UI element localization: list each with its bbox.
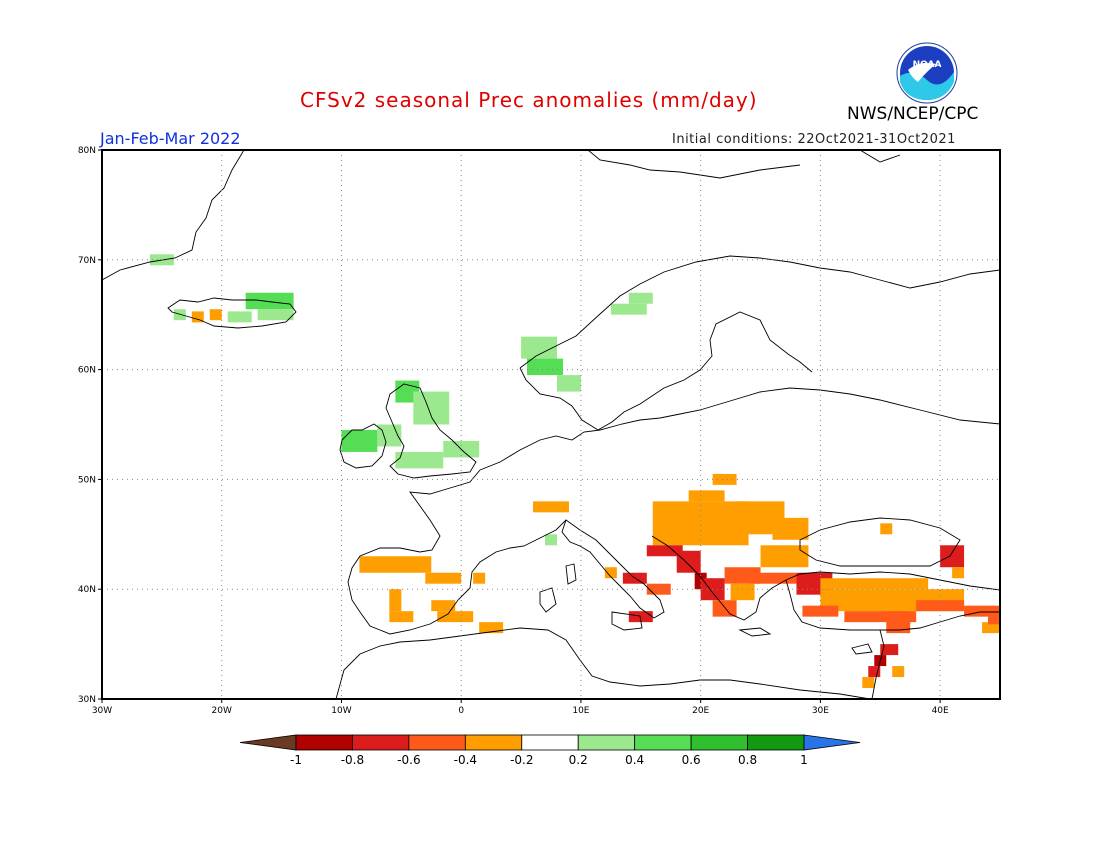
- lon-tick-label: 20W: [212, 706, 232, 716]
- anomaly-cell-dry1: [892, 666, 905, 678]
- colorbar-label: -1: [290, 753, 302, 767]
- logo-text: NOAA: [913, 60, 942, 70]
- agency-label: NWS/NCEP/CPC: [847, 104, 979, 124]
- anomaly-cell-dry3: [880, 644, 899, 656]
- anomaly-cell-dry1: [473, 572, 486, 584]
- anomaly-cell-dry1: [437, 611, 474, 623]
- colorbar-low-arrow: [239, 734, 297, 751]
- lat-tick-label: 80N: [78, 146, 96, 156]
- anomaly-cell-wet1: [257, 309, 294, 321]
- anomaly-cell-dry1: [952, 567, 965, 579]
- anomaly-cell-wet1: [556, 375, 581, 392]
- map-title: CFSv2 seasonal Prec anomalies (mm/day): [300, 88, 758, 112]
- anomaly-cell-wet1: [227, 311, 252, 323]
- lon-tick-label: 30W: [92, 706, 112, 716]
- map-frame: [101, 149, 1001, 700]
- anomaly-cell-dry1: [730, 583, 755, 601]
- anomaly-cell-dry1: [820, 578, 929, 590]
- colorbar-segment: [577, 734, 636, 751]
- lon-tick-label: 30E: [812, 706, 829, 716]
- anomaly-cell-dry1: [389, 589, 402, 612]
- colorbar-segment: [408, 734, 466, 751]
- anomaly-cell-dry2: [802, 605, 839, 617]
- lat-tick-label: 60N: [78, 366, 96, 376]
- anomaly-cell-wet2: [341, 429, 378, 452]
- colorbar-segment: [352, 734, 410, 751]
- colorbar-label: -0.2: [510, 753, 533, 767]
- anomaly-cell-dry1: [712, 473, 737, 485]
- lat-tick-label: 30N: [78, 695, 96, 705]
- anomaly-cell-dry2: [844, 611, 917, 623]
- anomaly-cell-dry2: [646, 583, 671, 595]
- anomaly-cell-dry3: [868, 666, 881, 678]
- anomaly-cell-dry3: [628, 611, 653, 623]
- anomaly-cell-dry1: [760, 545, 809, 568]
- anomaly-cell-dry3: [676, 550, 701, 573]
- axis-ticks: 30W 20W 10W 0 10E 20E 30E 40E 30N 40N 50N 60N 70N 80N: [78, 146, 949, 716]
- anomaly-cell-dry3: [940, 545, 965, 568]
- lon-tick-label: 20E: [692, 706, 709, 716]
- anomaly-cell-wet1: [610, 303, 647, 315]
- anomaly-cell-wet1: [628, 292, 653, 304]
- anomaly-cell-dry1: [389, 611, 414, 623]
- anomaly-cell-wet2: [527, 358, 563, 376]
- anomaly-cell-dry1: [431, 600, 456, 612]
- lat-tick-label: 40N: [78, 585, 96, 595]
- noaa-logo-icon: NOAA: [896, 42, 958, 104]
- anomaly-cells: [149, 254, 1000, 689]
- anomaly-cell-dry1: [209, 309, 222, 321]
- coastlines: [102, 150, 1000, 699]
- anomaly-cell-wet1: [413, 391, 450, 425]
- anomaly-cell-dry1: [772, 517, 809, 540]
- lat-tick-label: 70N: [78, 256, 96, 266]
- anomaly-cell-wet1: [395, 451, 444, 469]
- colorbar-label: -0.6: [397, 753, 420, 767]
- colorbar-high-arrow: [803, 734, 861, 751]
- anomaly-cell-wet1: [545, 534, 557, 546]
- colorbar-label: 0.6: [682, 753, 701, 767]
- colorbar-segment: [690, 734, 748, 751]
- anomaly-cell-dry2: [712, 600, 737, 617]
- colorbar-label: 1: [800, 753, 808, 767]
- colorbar-label: -0.8: [341, 753, 364, 767]
- colorbar-label: 0.4: [625, 753, 644, 767]
- anomaly-cell-wet1: [521, 336, 557, 359]
- colorbar: -1 -0.8 -0.6 -0.4 -0.2 0.2 0.4 0.6 0.8 1: [239, 734, 861, 767]
- forecast-period: Jan-Feb-Mar 2022: [100, 129, 241, 148]
- anomaly-cell-dry1: [880, 523, 893, 535]
- colorbar-label: 0.8: [738, 753, 757, 767]
- colorbar-label: 0.2: [569, 753, 588, 767]
- anomaly-cell-dry1: [425, 572, 462, 584]
- lon-tick-label: 10W: [331, 706, 351, 716]
- colorbar-segment: [634, 734, 692, 751]
- colorbar-segment: [747, 734, 805, 751]
- initial-conditions: Initial conditions: 22Oct2021-31Oct2021: [672, 132, 956, 147]
- anomaly-cell-dry1: [982, 622, 1000, 634]
- lon-tick-label: 10E: [572, 706, 589, 716]
- colorbar-segment: [295, 734, 353, 751]
- anomaly-cell-wet2: [245, 292, 294, 310]
- anomaly-cell-dry1: [359, 556, 432, 573]
- lon-tick-label: 40E: [932, 706, 949, 716]
- anomaly-cell-dry1: [191, 311, 204, 323]
- lat-tick-label: 50N: [78, 475, 96, 485]
- anomaly-cell-dry1: [688, 490, 725, 502]
- anomaly-cell-dry2: [748, 572, 797, 584]
- colorbar-segment: [521, 734, 579, 751]
- anomaly-cell-dry1: [533, 501, 569, 513]
- colorbar-label: -0.4: [454, 753, 477, 767]
- anomaly-cell-dry1: [862, 677, 875, 689]
- anomaly-cell-dry3: [646, 545, 683, 557]
- lon-tick-label: 0: [458, 706, 464, 716]
- anomaly-cell-dry2: [988, 613, 1000, 625]
- anomaly-cell-dry1: [479, 622, 504, 634]
- anomaly-cell-dry1: [604, 567, 617, 579]
- anomaly-cell-dry2: [886, 611, 911, 634]
- colorbar-segment: [464, 734, 523, 751]
- anomaly-cell-dry2: [964, 605, 1000, 617]
- anomaly-cell-dry1: [652, 501, 749, 546]
